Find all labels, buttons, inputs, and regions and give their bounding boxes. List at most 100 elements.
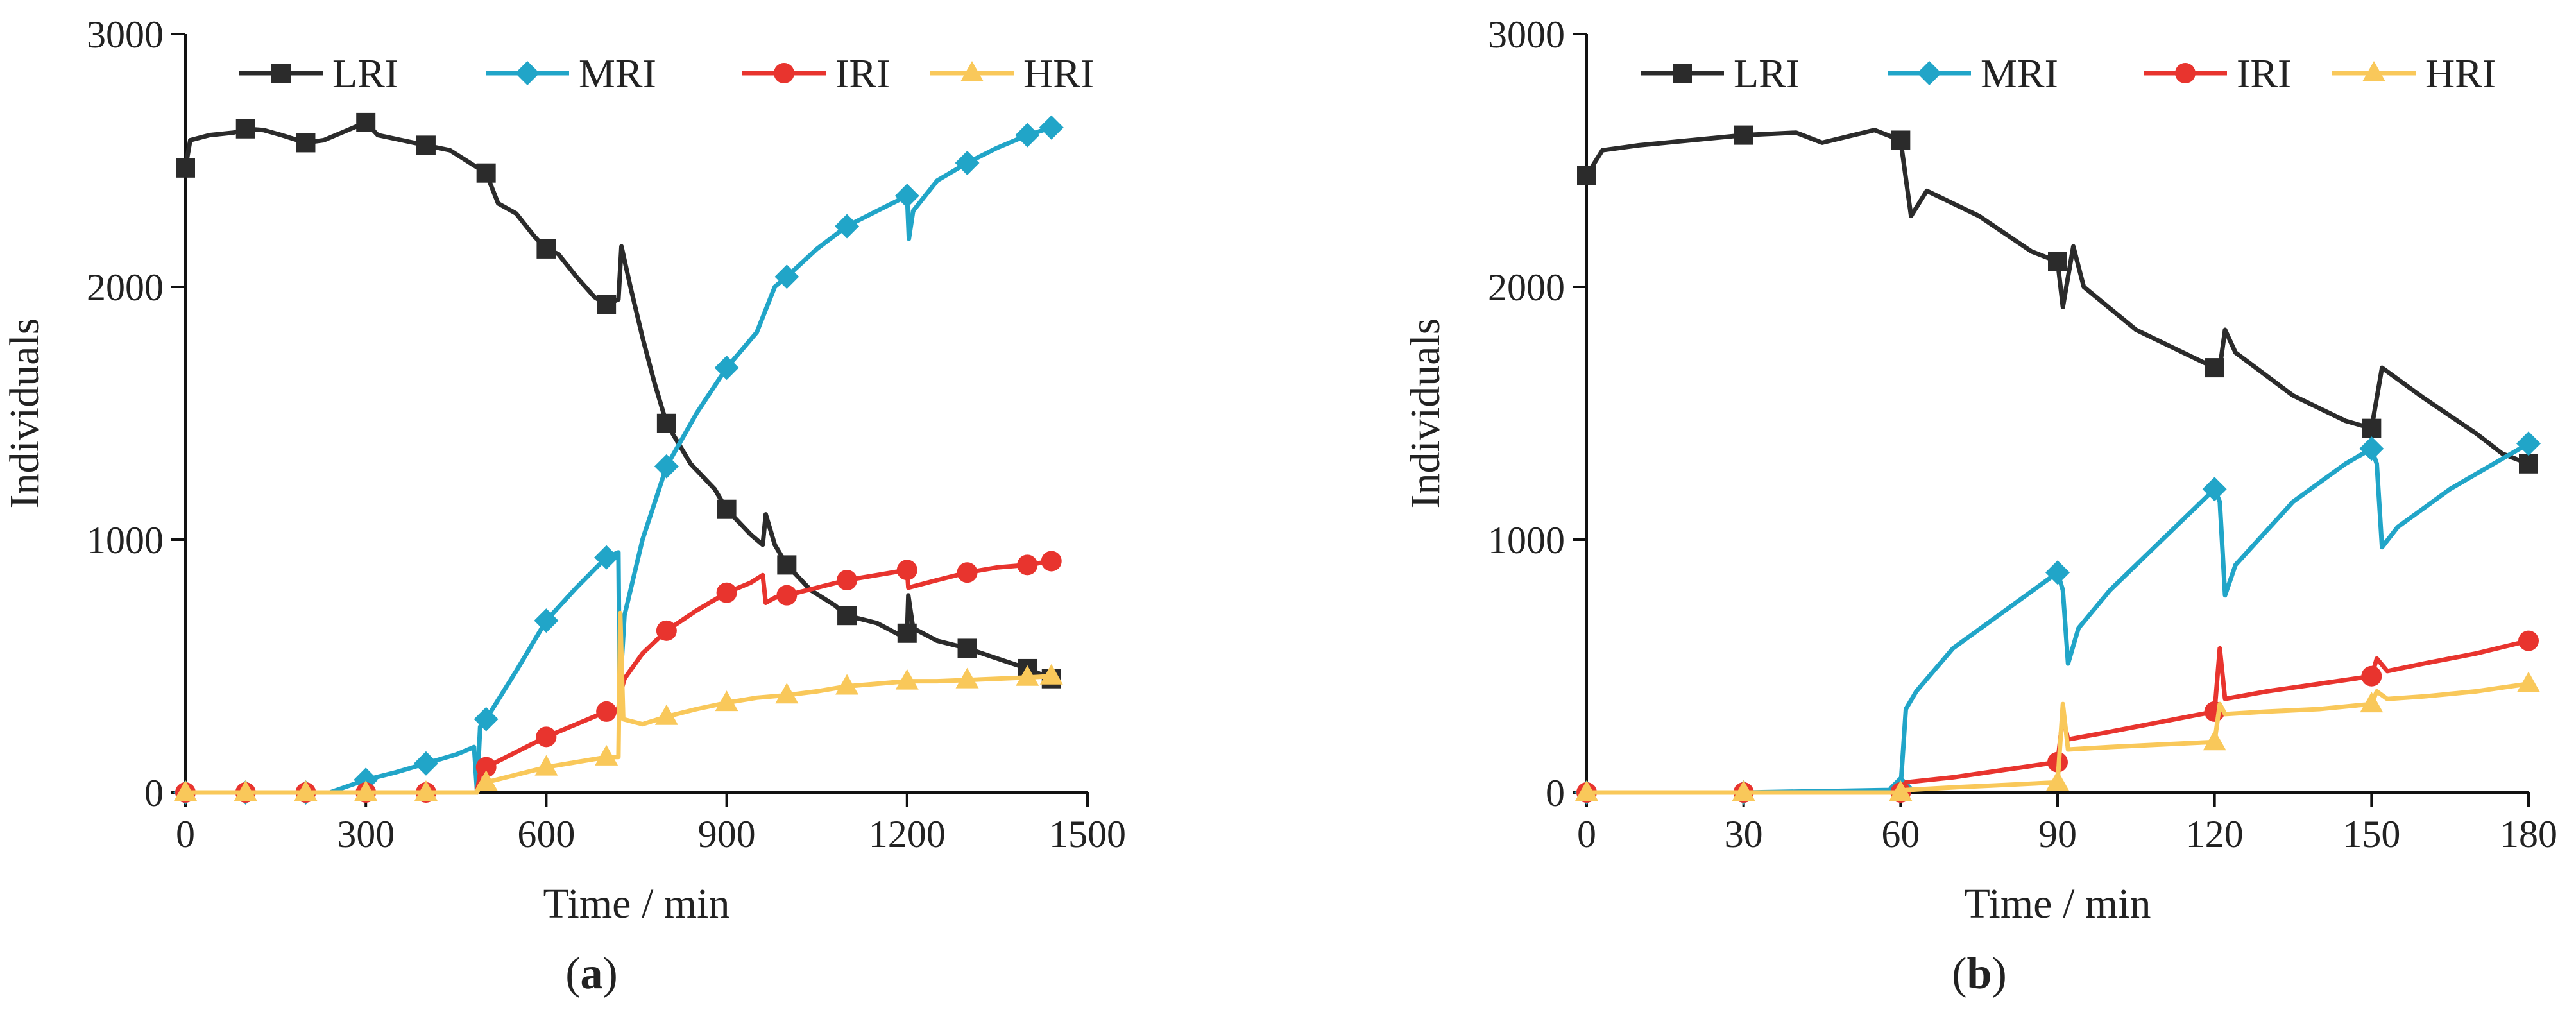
data-point-mri [594,545,619,570]
series-hri [1575,671,2540,801]
data-point-iri [837,570,858,591]
data-point-iri [475,757,497,778]
data-point-lri [235,119,255,139]
data-point-lri [777,555,797,575]
legend-swatch-marker [960,61,984,81]
legend-item-hri: HRI [930,51,1094,96]
legend-swatch-marker [2175,63,2196,83]
data-point-lri [2048,252,2067,271]
data-point-mri [774,264,799,289]
x-tick-label: 60 [1881,813,1920,855]
legend-label: MRI [579,51,656,96]
legend-swatch-marker [1917,61,1941,85]
data-point-hri [414,780,438,801]
data-point-lri [356,112,376,132]
data-point-mri [413,751,438,776]
x-tick-label: 90 [2038,813,2077,855]
data-point-iri [776,585,798,606]
panel-label: (b) [1952,949,2007,998]
legend-label: IRI [2237,51,2291,96]
data-point-hri [534,755,558,776]
data-point-hri [234,780,257,801]
data-point-hri [715,690,738,712]
series-line-lri [183,120,1054,681]
data-point-hri [1732,780,1755,801]
data-point-hri [2360,692,2384,713]
x-tick-label: 300 [337,813,395,855]
data-point-hri [955,667,979,689]
data-point-iri [2518,630,2539,651]
data-point-lri [897,623,917,643]
legend-swatch-marker [1673,64,1692,83]
x-axis-title: Time / min [543,880,730,927]
y-tick-label: 0 [144,772,164,814]
legend-swatch-marker [515,61,540,85]
x-tick-label: 0 [1577,813,1596,855]
x-tick-label: 30 [1725,813,1763,855]
data-point-lri [176,158,195,178]
x-tick-label: 0 [176,813,195,855]
legend-swatch-marker [271,64,291,83]
data-point-hri [2046,770,2069,791]
data-point-mri [654,454,679,479]
y-axis-title: Individuals [1,318,48,509]
x-tick-label: 600 [517,813,575,855]
data-point-hri [595,744,618,766]
data-point-lri [837,606,857,626]
data-point-lri [416,135,436,155]
y-tick-label: 3000 [1488,13,1565,56]
data-point-lri [536,239,556,259]
x-tick-label: 150 [2342,813,2400,855]
legend-label: MRI [1981,51,2058,96]
legend-item-lri: LRI [239,51,398,96]
legend-label: HRI [2425,51,2496,96]
series-line-hri [183,610,1054,795]
data-point-hri [654,704,678,725]
data-point-hri [2203,730,2226,751]
data-point-mri [473,707,499,732]
x-tick-label: 1200 [869,813,946,855]
data-point-hri [895,669,919,690]
data-point-iri [957,562,978,583]
legend-item-mri: MRI [1888,51,2058,96]
x-tick-label: 180 [2500,813,2557,855]
data-point-iri [2361,665,2382,687]
data-point-mri [1039,115,1064,140]
y-tick-label: 0 [1546,772,1565,814]
legend-label: IRI [835,51,890,96]
data-point-mri [894,184,919,209]
panel-label: (a) [565,949,618,998]
data-point-mri [2045,560,2070,585]
data-point-hri [1889,780,1913,801]
legend-label: LRI [1734,51,1800,96]
series-line-lri [1584,128,2531,467]
legend-label: LRI [332,51,398,96]
legend-item-iri: IRI [2144,51,2291,96]
data-point-mri [955,150,980,175]
data-point-mri [2202,477,2227,502]
y-tick-label: 1000 [87,519,164,561]
data-point-iri [596,701,617,722]
y-tick-label: 3000 [87,13,164,56]
data-point-lri [1891,130,1911,150]
legend-item-lri: LRI [1641,51,1800,96]
axis-lines [1585,34,2529,794]
data-point-iri [1041,551,1062,572]
series-line-mri [183,125,1054,795]
data-point-lri [597,295,617,314]
data-point-iri [1017,554,1038,576]
data-point-hri [835,674,859,695]
chart-panel-a: 0 300 600 900 1200 1500 0 1000 2000 3000 Time / mi… [1,13,1126,998]
data-point-lri [717,499,737,519]
legend-item-mri: MRI [486,51,656,96]
legend-item-iri: IRI [742,51,890,96]
data-point-mri [2359,436,2384,461]
data-point-mri [1015,123,1040,148]
data-point-mri [534,608,559,633]
data-point-hri [1575,780,1598,801]
data-point-lri [1577,166,1596,185]
data-point-hri [354,780,378,801]
data-point-hri [1016,665,1039,686]
data-point-iri [536,726,557,748]
